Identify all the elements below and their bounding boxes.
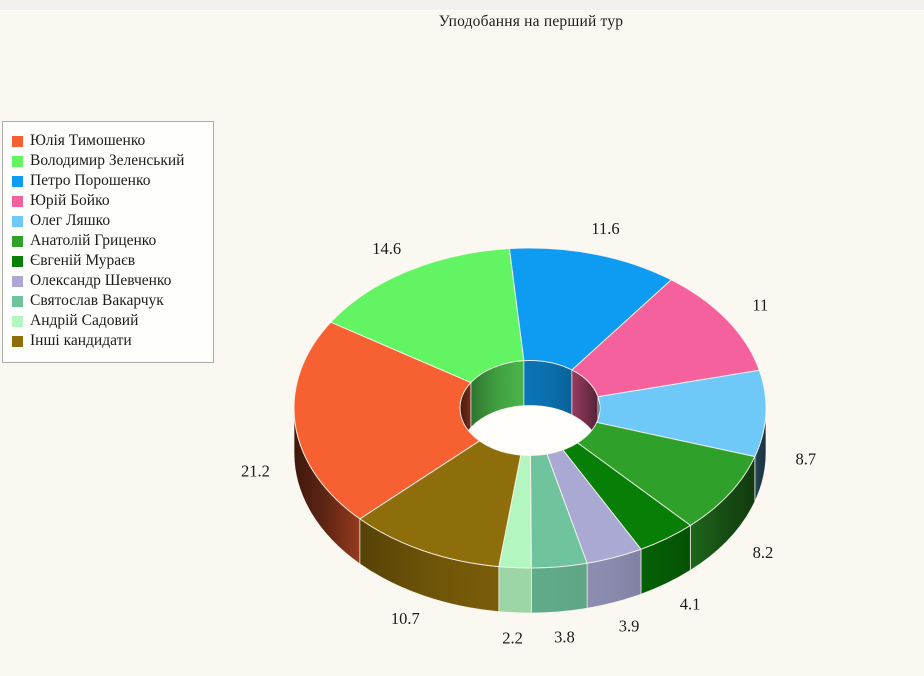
pie-slice-2 bbox=[508, 247, 672, 371]
slice-value-label: 14.6 bbox=[372, 239, 401, 258]
pie-slice-outer-wall bbox=[498, 566, 532, 614]
slice-value-label: 21.2 bbox=[241, 462, 270, 481]
legend-item: Андрій Садовий bbox=[12, 311, 213, 331]
slice-value-label: 11.6 bbox=[591, 219, 619, 238]
legend-item: Петро Порошенко bbox=[12, 171, 213, 191]
legend-items: Юлія Тимошенко Володимир Зеленський Петр… bbox=[12, 131, 213, 351]
legend-color-swatch-icon bbox=[12, 235, 23, 247]
legend-item: Володимир Зеленський bbox=[12, 151, 213, 171]
legend-item: Юрій Бойко bbox=[12, 191, 213, 211]
slice-value-label: 4.1 bbox=[680, 595, 701, 614]
legend-color-swatch-icon bbox=[12, 275, 23, 287]
legend-color-swatch-icon bbox=[12, 295, 23, 307]
legend-item: Олег Ляшко bbox=[12, 211, 213, 231]
pie-slice-0 bbox=[293, 321, 481, 520]
legend: Юлія Тимошенко Володимир Зеленський Петр… bbox=[2, 121, 214, 363]
legend-item: Євгеній Мураєв bbox=[12, 251, 213, 271]
legend-item-label: Володимир Зеленський bbox=[30, 152, 185, 169]
legend-color-swatch-icon bbox=[12, 255, 23, 267]
legend-item-label: Олег Ляшко bbox=[30, 212, 111, 229]
legend-item-label: Юрій Бойко bbox=[30, 192, 110, 209]
legend-item: Святослав Вакарчук bbox=[12, 291, 213, 311]
slice-value-label: 8.7 bbox=[795, 450, 816, 469]
legend-item: Інші кандидати bbox=[12, 331, 213, 351]
donut-hole bbox=[460, 405, 600, 456]
pie-slice-outer-wall bbox=[530, 562, 588, 614]
pie-slice-4 bbox=[596, 369, 767, 458]
legend-color-swatch-icon bbox=[12, 175, 23, 187]
slice-value-label: 8.2 bbox=[753, 543, 774, 562]
legend-item-label: Євгеній Мураєв bbox=[30, 252, 136, 269]
legend-item-label: Святослав Вакарчук bbox=[30, 292, 164, 309]
legend-item-label: Олександр Шевченко bbox=[30, 272, 172, 289]
slice-value-label: 3.8 bbox=[554, 628, 575, 647]
pie-slice-3 bbox=[571, 279, 760, 398]
pie-slice-1 bbox=[330, 248, 525, 384]
legend-color-swatch-icon bbox=[12, 335, 23, 347]
legend-item-label: Андрій Садовий bbox=[30, 312, 139, 329]
chart-title: Уподобання на перший тур bbox=[438, 13, 624, 30]
legend-color-swatch-icon bbox=[12, 215, 23, 227]
slice-value-label: 11 bbox=[752, 296, 768, 315]
top-strip bbox=[0, 0, 924, 11]
legend-item-label: Інші кандидати bbox=[30, 332, 132, 349]
legend-color-swatch-icon bbox=[12, 155, 23, 167]
pie-slice-10 bbox=[359, 440, 522, 568]
legend-item: Юлія Тимошенко bbox=[12, 131, 213, 151]
legend-color-swatch-icon bbox=[12, 135, 23, 147]
slice-value-label: 3.9 bbox=[619, 617, 640, 636]
legend-item-label: Юлія Тимошенко bbox=[30, 132, 146, 149]
legend-item: Олександр Шевченко bbox=[12, 271, 213, 291]
legend-color-swatch-icon bbox=[12, 195, 23, 207]
slice-value-label: 10.7 bbox=[391, 609, 420, 628]
legend-item-label: Анатолій Гриценко bbox=[30, 232, 157, 249]
legend-item: Анатолій Гриценко bbox=[12, 231, 213, 251]
legend-item-label: Петро Порошенко bbox=[30, 172, 151, 189]
slice-value-label: 2.2 bbox=[502, 629, 523, 648]
legend-color-swatch-icon bbox=[12, 315, 23, 327]
